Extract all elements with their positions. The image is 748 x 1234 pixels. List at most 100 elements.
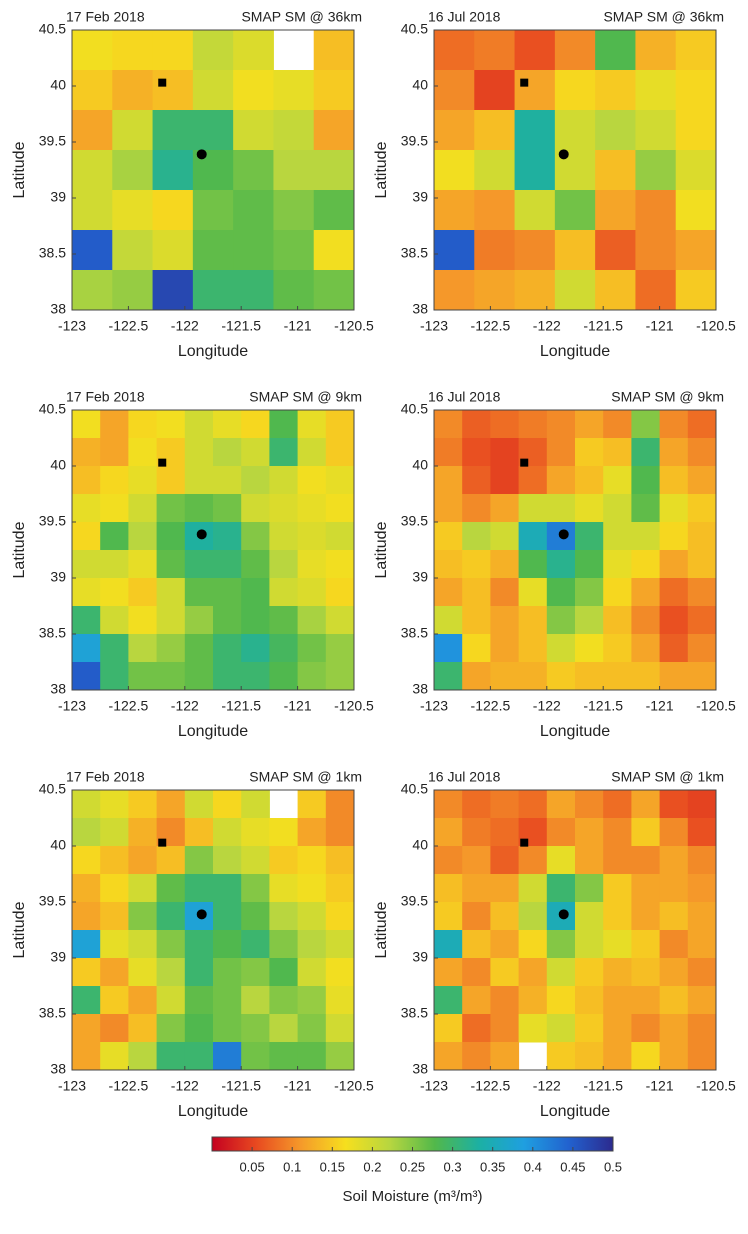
- heatmap-cell: [659, 930, 689, 959]
- heatmap-cell: [156, 902, 186, 931]
- site-marker: [196, 149, 207, 160]
- heatmap-cell: [687, 578, 717, 607]
- heatmap-cell: [575, 818, 604, 847]
- heatmap-cell: [269, 874, 299, 903]
- heatmap-cell: [128, 494, 158, 523]
- x-tick-label: -121.5: [583, 318, 623, 334]
- heatmap-cell: [128, 522, 158, 551]
- heatmap-cell: [434, 30, 475, 71]
- heatmap-cell: [434, 522, 463, 551]
- site-marker: [158, 458, 167, 467]
- heatmap-cell: [100, 550, 129, 579]
- heatmap-cell: [575, 958, 604, 987]
- x-tick-label: -121: [646, 318, 674, 334]
- heatmap-cell: [687, 466, 717, 495]
- heatmap-cell: [273, 190, 315, 231]
- y-tick-label: 40.5: [39, 401, 66, 417]
- heatmap-cell: [603, 466, 632, 495]
- heatmap-cell: [112, 270, 154, 311]
- heatmap-cell: [434, 550, 463, 579]
- y-tick-label: 39: [50, 949, 66, 965]
- heatmap-cell: [490, 1014, 520, 1043]
- y-tick-label: 39.5: [39, 513, 66, 529]
- heatmap-cell: [434, 270, 475, 311]
- heatmap-cell: [687, 634, 717, 663]
- heatmap-cell: [297, 606, 327, 635]
- heatmap-cell: [575, 1042, 604, 1071]
- x-axis-label: Longitude: [540, 723, 610, 740]
- heatmap-cell: [213, 818, 242, 847]
- heatmap-cell: [518, 634, 548, 663]
- y-tick-label: 38: [50, 1061, 66, 1077]
- heatmap-cell: [297, 550, 327, 579]
- heatmap-cell: [687, 874, 717, 903]
- heatmap-cell: [462, 410, 491, 439]
- heatmap-cell: [631, 662, 661, 691]
- heatmap-cell: [100, 874, 129, 903]
- heatmap-cell: [687, 494, 717, 523]
- heatmap-cell: [631, 986, 661, 1015]
- heatmap-cell: [631, 930, 661, 959]
- y-tick-label: 38: [50, 681, 66, 697]
- heatmap-cell: [241, 1014, 270, 1043]
- panel-title: SMAP SM @ 9km: [249, 389, 362, 405]
- y-tick-label: 40: [50, 837, 66, 853]
- heatmap-cell: [575, 874, 604, 903]
- y-tick-label: 40: [412, 837, 428, 853]
- heatmap-cell: [192, 190, 234, 231]
- heatmap-cell: [184, 818, 214, 847]
- heatmap-cell: [462, 874, 491, 903]
- heatmap-cell: [241, 550, 270, 579]
- site-marker: [196, 909, 207, 920]
- heatmap-cell: [325, 818, 355, 847]
- heatmap-cell: [213, 874, 242, 903]
- heatmap-cell: [325, 634, 355, 663]
- heatmap-cell: [546, 578, 576, 607]
- panel-title: SMAP SM @ 36km: [241, 9, 362, 25]
- heatmap-cell: [490, 874, 520, 903]
- heatmap-cell: [213, 662, 242, 691]
- heatmap-cell: [603, 902, 632, 931]
- heatmap-cell: [595, 270, 636, 311]
- heatmap-cell: [635, 70, 677, 111]
- heatmap-cell: [213, 466, 242, 495]
- heatmap-cell: [518, 790, 548, 819]
- y-axis-label: Latitude: [373, 901, 390, 958]
- heatmap-cell: [659, 818, 689, 847]
- heatmap-cell: [518, 550, 548, 579]
- heatmap-cell: [100, 606, 129, 635]
- heatmap-cell: [325, 1042, 355, 1071]
- y-tick-label: 39.5: [401, 133, 428, 149]
- heatmap-cell: [152, 230, 194, 271]
- x-tick-label: -121.5: [583, 698, 623, 714]
- heatmap-cell: [241, 522, 270, 551]
- heatmap-cell: [687, 1042, 717, 1071]
- colorbar-tick-label: 0.5: [604, 1159, 622, 1174]
- heatmap-cell: [490, 958, 520, 987]
- x-axis-label: Longitude: [540, 343, 610, 360]
- heatmap-cell: [462, 606, 491, 635]
- heatmap-cell: [269, 818, 299, 847]
- heatmap-cell: [241, 986, 270, 1015]
- x-tick-label: -122.5: [471, 698, 511, 714]
- heatmap-cell: [462, 958, 491, 987]
- heatmap-cell: [269, 438, 299, 467]
- heatmap-cell: [128, 410, 158, 439]
- y-tick-label: 38: [50, 301, 66, 317]
- heatmap-cell: [675, 150, 717, 191]
- heatmap-cell: [128, 578, 158, 607]
- heatmap-cell: [269, 1014, 299, 1043]
- heatmap-cell: [128, 1042, 158, 1071]
- heatmap-cell: [434, 662, 463, 691]
- heatmap-cell: [100, 958, 129, 987]
- heatmap-cell: [546, 790, 576, 819]
- x-tick-label: -121: [646, 698, 674, 714]
- heatmap-cell: [313, 30, 355, 71]
- heatmap-cell: [518, 846, 548, 875]
- x-tick-label: -123: [58, 318, 86, 334]
- heatmap-cell: [659, 550, 689, 579]
- plot-frame: [71, 789, 355, 1071]
- heatmap-cell: [631, 874, 661, 903]
- heatmap-cell: [687, 1014, 717, 1043]
